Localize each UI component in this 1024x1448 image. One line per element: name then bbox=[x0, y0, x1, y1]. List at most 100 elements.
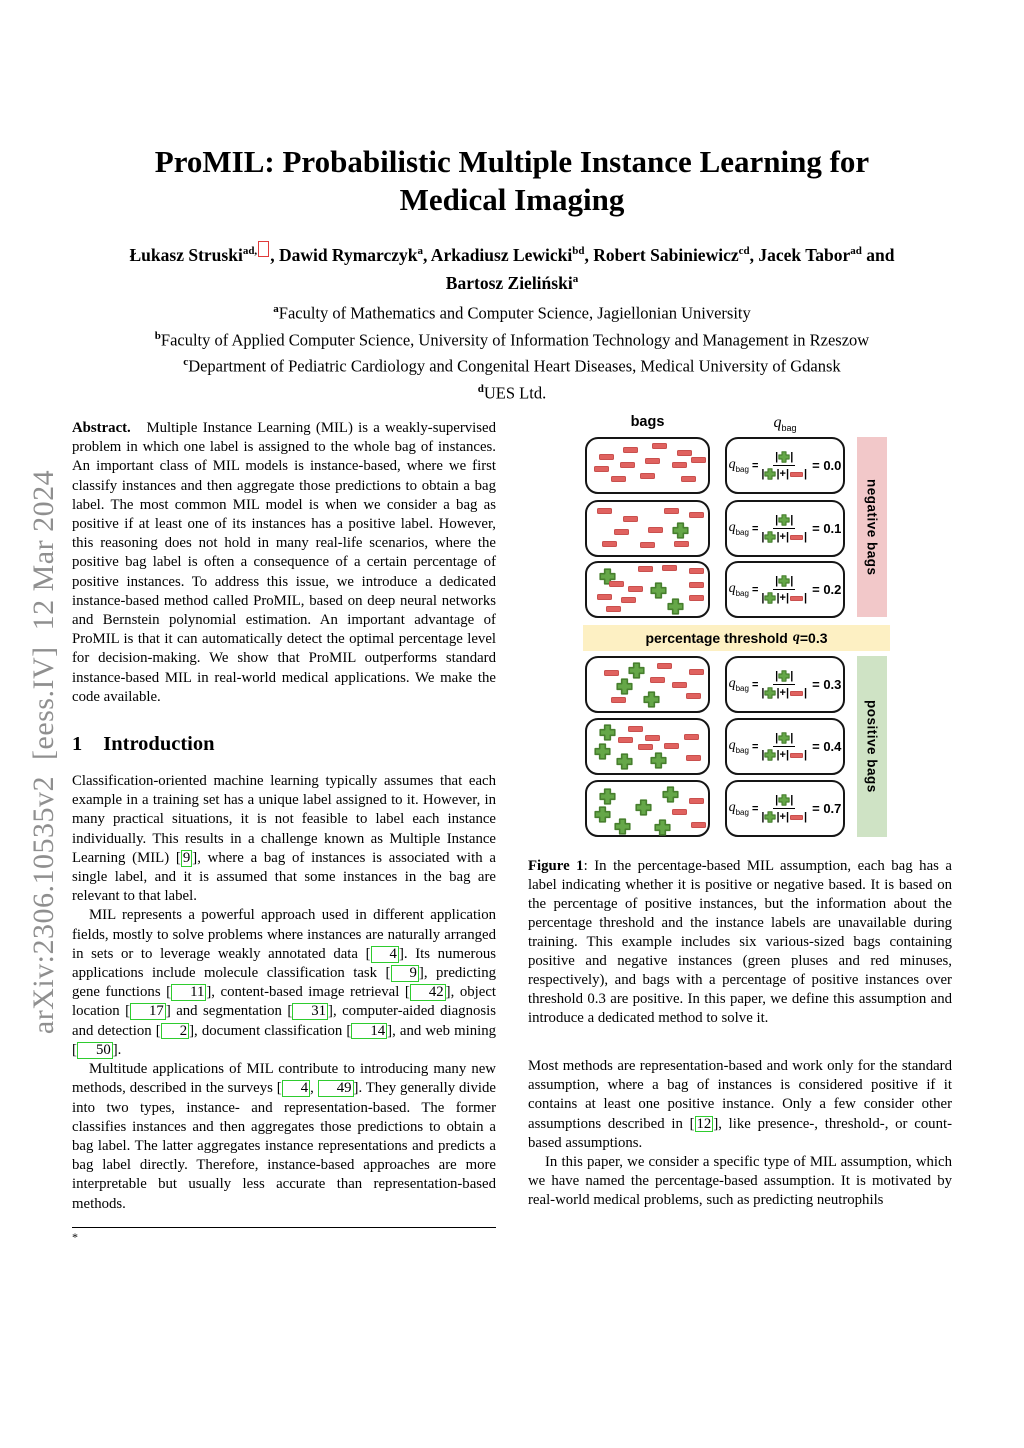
negative-instance-icon bbox=[652, 443, 668, 450]
affiliation-line-b: bFaculty of Applied Computer Science, Un… bbox=[154, 329, 870, 350]
negative-instance-icon bbox=[688, 511, 704, 518]
qbag-formula-4: qbag = | | | |+| | = 0.3 bbox=[725, 656, 845, 713]
negative-instance-icon bbox=[647, 527, 663, 534]
negative-instance-icon bbox=[645, 458, 661, 465]
threshold-label: percentage threshold bbox=[645, 630, 788, 646]
positive-instance-icon bbox=[599, 788, 616, 805]
citation-link[interactable]: 4 bbox=[370, 945, 399, 963]
negative-instance-icon bbox=[640, 542, 656, 549]
positive-instance-icon bbox=[599, 724, 616, 741]
plus-glyph-icon bbox=[778, 451, 790, 463]
negative-instance-icon bbox=[688, 582, 704, 589]
threshold-value: =0.3 bbox=[799, 630, 828, 646]
citation-link[interactable]: 2 bbox=[160, 1022, 190, 1040]
authors-line2: Bartosz Zielińskia bbox=[445, 272, 579, 293]
equals-sign: = bbox=[751, 678, 759, 691]
negative-instance-icon bbox=[603, 669, 619, 676]
negative-instance-icon bbox=[645, 734, 661, 741]
formula-result: = 0.3 bbox=[812, 677, 842, 692]
citation-link[interactable]: 31 bbox=[292, 1003, 329, 1021]
negative-instance-icon bbox=[674, 541, 690, 548]
negative-bags-label: negative bags bbox=[864, 478, 880, 576]
formula-fraction: | | | |+| | bbox=[761, 794, 808, 823]
equals-sign: = bbox=[751, 459, 759, 472]
negative-instance-icon bbox=[623, 447, 639, 454]
intro-paragraph-1: Classification-oriented machine learning… bbox=[72, 773, 496, 905]
formula-result: = 0.4 bbox=[812, 739, 842, 754]
threshold-band: percentage threshold q =0.3 bbox=[583, 625, 890, 651]
positive-instance-icon bbox=[614, 818, 631, 835]
negative-instance-icon bbox=[594, 465, 610, 472]
footnote-rule bbox=[72, 1226, 496, 1228]
positive-instance-icon bbox=[594, 806, 611, 823]
section-heading-introduction: 1 Introduction bbox=[72, 733, 496, 756]
citation-link[interactable]: 9 bbox=[390, 965, 419, 982]
superscript: bd bbox=[572, 245, 585, 257]
citation-link[interactable]: 49 bbox=[317, 1080, 354, 1098]
superscript: cd bbox=[738, 245, 750, 257]
negative-instance-icon bbox=[688, 568, 704, 575]
formula-result: = 0.7 bbox=[812, 801, 842, 816]
negative-instance-icon bbox=[596, 508, 612, 515]
minus-glyph-icon bbox=[790, 534, 804, 540]
negative-instance-icon bbox=[618, 736, 634, 743]
formula-fraction: | | | |+| | bbox=[761, 732, 808, 761]
paper-title: ProMIL: Probabilistic Multiple Instance … bbox=[0, 143, 1024, 219]
minus-glyph-icon bbox=[790, 814, 804, 820]
qbag-formula-6: qbag = | | | |+| | = 0.7 bbox=[725, 780, 845, 837]
right-column: bags qbag percentage threshold q =0.3 nega… bbox=[528, 414, 952, 1211]
positive-instance-icon bbox=[650, 752, 667, 769]
plus-glyph-icon bbox=[764, 592, 777, 604]
superscript: c bbox=[183, 356, 189, 368]
plus-glyph-icon bbox=[778, 514, 790, 526]
qbag-symbol: q bbox=[773, 414, 782, 431]
citation-link[interactable]: 9 bbox=[180, 849, 193, 867]
negative-instance-icon bbox=[611, 476, 627, 483]
citation-link[interactable]: 11 bbox=[171, 984, 207, 1002]
citation-link[interactable]: 17 bbox=[130, 1003, 166, 1021]
citation-link[interactable]: 4 bbox=[281, 1080, 311, 1098]
positive-instance-icon bbox=[616, 753, 633, 770]
qbag-formula-2: qbag = | | | |+| | = 0.1 bbox=[725, 500, 845, 557]
qbag-formula-5: qbag = | | | |+| | = 0.4 bbox=[725, 718, 845, 775]
citation-link[interactable]: 12 bbox=[694, 1115, 714, 1133]
negative-instance-icon bbox=[686, 754, 702, 761]
citation-link[interactable]: 50 bbox=[76, 1041, 113, 1059]
qbag-subscript: bag bbox=[781, 423, 797, 434]
positive-instance-icon bbox=[672, 522, 689, 539]
negative-instance-icon bbox=[671, 808, 687, 815]
negative-instance-icon bbox=[657, 663, 673, 670]
body-paragraph-2: In this paper, we consider a specific ty… bbox=[528, 1154, 952, 1209]
paper-title-line2: Medical Imaging bbox=[399, 182, 625, 217]
negative-instance-icon bbox=[640, 472, 656, 479]
citation-link[interactable]: 42 bbox=[409, 984, 446, 1002]
plus-glyph-icon bbox=[778, 670, 790, 682]
negative-instance-icon bbox=[613, 528, 629, 535]
negative-instance-icon bbox=[623, 515, 639, 522]
formula-lhs: qbag bbox=[728, 457, 749, 474]
negative-instance-icon bbox=[664, 743, 680, 750]
negative-instance-icon bbox=[688, 594, 704, 601]
positive-instance-icon bbox=[653, 819, 671, 836]
formula-result: = 0.0 bbox=[812, 458, 842, 473]
formula-fraction: | | | |+| | bbox=[761, 575, 808, 604]
minus-glyph-icon bbox=[790, 690, 804, 696]
negative-instance-icon bbox=[691, 457, 707, 464]
plus-glyph-icon bbox=[778, 794, 790, 806]
negative-instance-icon bbox=[628, 586, 644, 593]
negative-instance-icon bbox=[664, 508, 680, 515]
negative-bags-strip: negative bags bbox=[857, 437, 887, 617]
superscript: a bbox=[417, 245, 424, 257]
plus-glyph-icon bbox=[764, 687, 777, 699]
corresponding-author-link-icon[interactable] bbox=[258, 240, 270, 257]
formula-result: = 0.1 bbox=[812, 521, 842, 536]
citation-link[interactable]: 14 bbox=[351, 1022, 388, 1040]
left-column: Abstract. Multiple Instance Learning (MI… bbox=[72, 419, 496, 1246]
qbag-formula-1: qbag = | | | |+| | = 0.0 bbox=[725, 437, 845, 494]
positive-instance-icon bbox=[667, 598, 684, 615]
minus-glyph-icon bbox=[790, 595, 804, 601]
figure-1: bags qbag percentage threshold q =0.3 nega… bbox=[528, 414, 952, 848]
negative-instance-icon bbox=[649, 677, 665, 684]
negative-instance-icon bbox=[601, 541, 617, 548]
bold-text: Figure 1 bbox=[528, 858, 584, 874]
